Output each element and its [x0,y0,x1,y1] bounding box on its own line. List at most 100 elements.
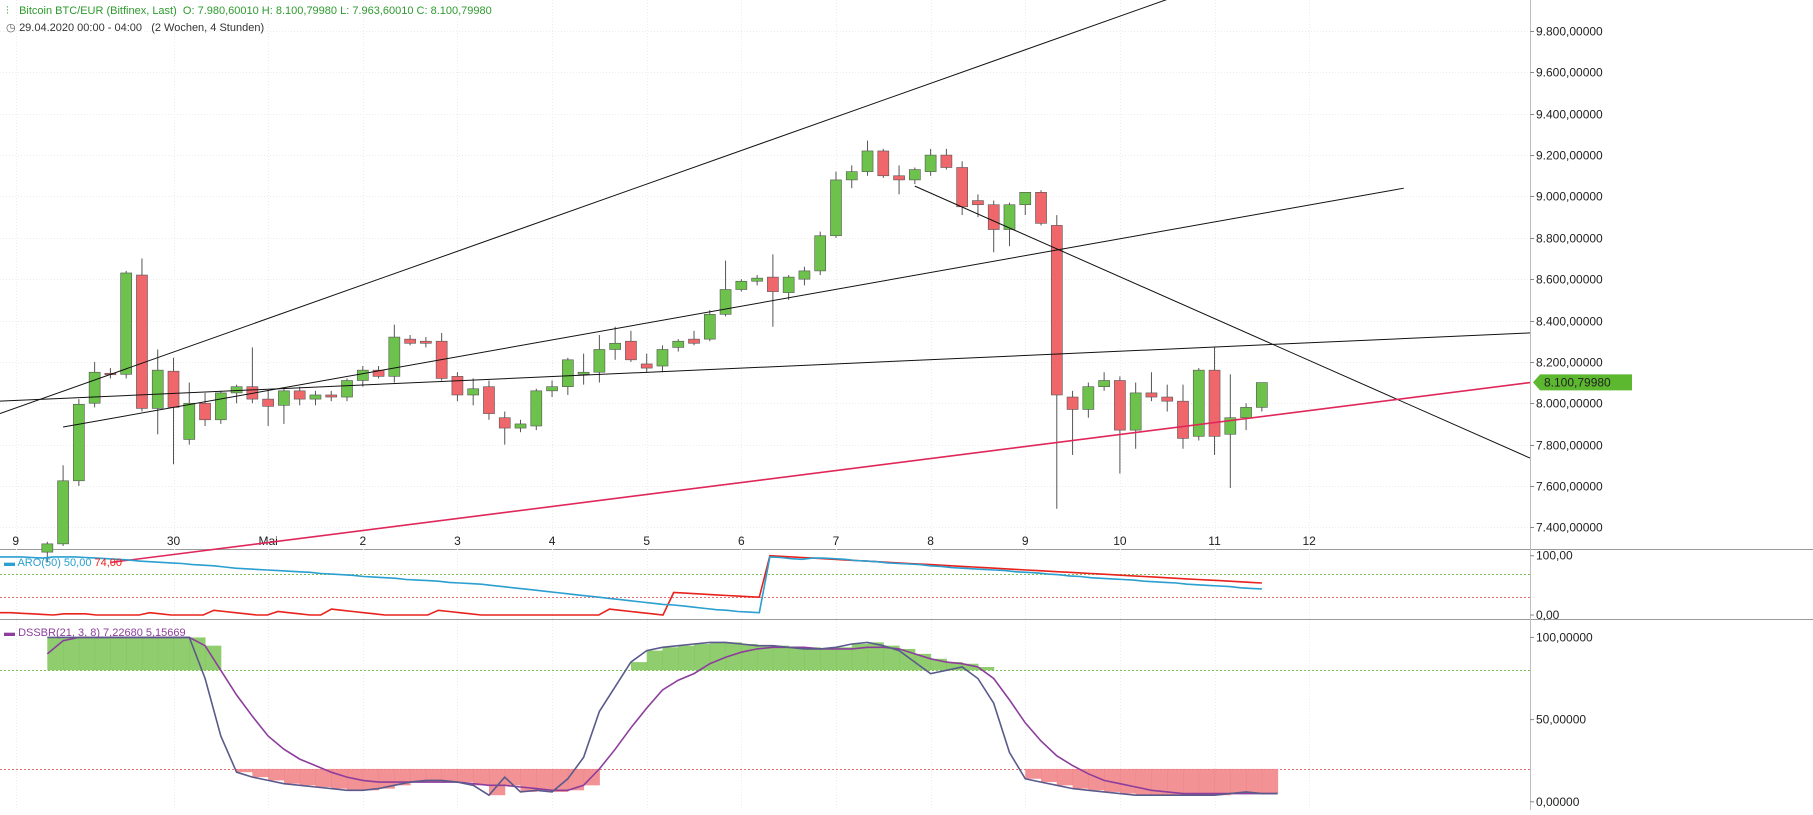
candle-down [940,154,953,168]
candle-down [483,386,495,414]
overbought-zone [741,644,758,671]
oversold-zone [1119,768,1137,794]
trendline-lower-channel [63,187,1404,428]
candle-up [924,154,937,172]
candle-up [1240,407,1252,419]
candle-up [656,349,669,367]
candle-up [57,480,69,545]
candle-up [1224,417,1237,435]
oversold-zone [268,768,285,781]
candle-up [514,423,527,429]
x-tick-label: 9 [12,534,19,548]
candle-up [356,369,369,381]
candle-up [814,235,827,272]
y-tick-label: 9.800,00000 [1536,25,1603,39]
y-tick-label: 8.400,00000 [1536,315,1603,329]
oversold-zone [394,768,411,786]
candle-up [672,340,685,348]
x-tick-label: 9 [1022,534,1029,548]
overbought-zone [867,642,884,671]
candle-down [1161,396,1174,402]
candle-down [1145,392,1158,398]
candle-down [325,394,338,398]
oversold-zone [1088,768,1105,791]
candle-down [1114,380,1126,431]
x-tick-label: 4 [549,534,556,548]
candle-up [73,403,85,482]
trendline-descending-trend [914,185,1531,459]
candle-down [1066,396,1079,410]
candle-down [167,370,180,408]
candle-down [1208,369,1221,437]
last-price-label: 8.100,79980 [1544,375,1611,389]
y-tick-label: 50,00000 [1536,713,1586,727]
candle-up [703,314,716,340]
overbought-zone [835,647,853,671]
candle-up [309,394,322,400]
oversold-zone [457,768,474,783]
overbought-zone [157,637,175,671]
overbought-zone [189,637,206,671]
instrument-label[interactable]: Bitcoin BTC/EUR (Bitfinex, Last) [19,5,177,17]
candle-down [767,276,779,292]
clock-icon: ◷ [6,22,16,34]
candle-up [1082,386,1095,410]
overbought-zone [630,662,648,671]
y-tick-label: 8.200,00000 [1536,356,1603,370]
aroon-legend[interactable]: ▬ ARO(50) 50,00 74,00 [4,557,122,569]
overbought-zone [757,645,774,671]
candle-down [199,402,211,421]
candle-up [1256,382,1268,408]
oversold-zone [520,768,537,792]
overbought-zone [709,642,727,671]
candle-down [372,369,385,377]
x-tick-label: Mai [258,534,277,548]
candle-up [1129,392,1142,431]
overbought-zone [662,647,679,671]
oversold-zone [1072,768,1089,789]
x-tick-label: 7 [833,534,840,548]
chart-header-range: ◷ 29.04.2020 00:00 - 04:00 (2 Wochen, 4 … [6,21,264,34]
y-tick-label: 7.600,00000 [1536,480,1603,494]
y-tick-label: 100,00 [1536,549,1573,563]
oversold-zone [473,768,490,786]
candle-down [893,175,905,181]
oversold-zone [315,768,332,787]
overbought-zone [173,637,190,671]
oversold-zone [331,768,348,789]
candle-down [451,376,464,396]
y-tick-label: 8.600,00000 [1536,273,1603,287]
overbought-zone [820,648,837,671]
candle-up [1098,380,1110,388]
oversold-zone [1167,768,1184,796]
candle-down [498,417,511,429]
candle-down [956,167,968,208]
candle-down [640,363,653,369]
last-price-tag [1533,374,1632,391]
candle-up [593,349,606,373]
candle-up [577,371,590,375]
overbought-zone [678,645,695,671]
legend-value: 74,00 [94,557,123,569]
overbought-zone [47,637,64,671]
candle-down [972,200,984,206]
legend-swatch-icon: ▬ [4,557,18,569]
x-tick-label: 3 [454,534,461,548]
oversold-zone [488,768,506,796]
legend-value: 5,15669 [145,627,186,639]
candle-up [467,388,480,396]
date-range-label: 29.04.2020 00:00 - 04:00 [19,22,143,34]
candle-down [625,340,637,361]
candle-down [136,274,148,409]
overbought-zone [63,637,80,671]
dss-legend[interactable]: ▬ DSSBR(21, 3, 8) 7,22680 5,15669 [4,627,186,639]
oversold-zone [1198,768,1216,796]
candle-up [546,386,558,392]
candle-down [293,390,306,400]
y-tick-label: 7.400,00000 [1536,521,1603,535]
oversold-zone [552,768,569,792]
dss-slow-line [46,636,1278,795]
candle-up [230,386,243,394]
oversold-zone [378,768,395,789]
